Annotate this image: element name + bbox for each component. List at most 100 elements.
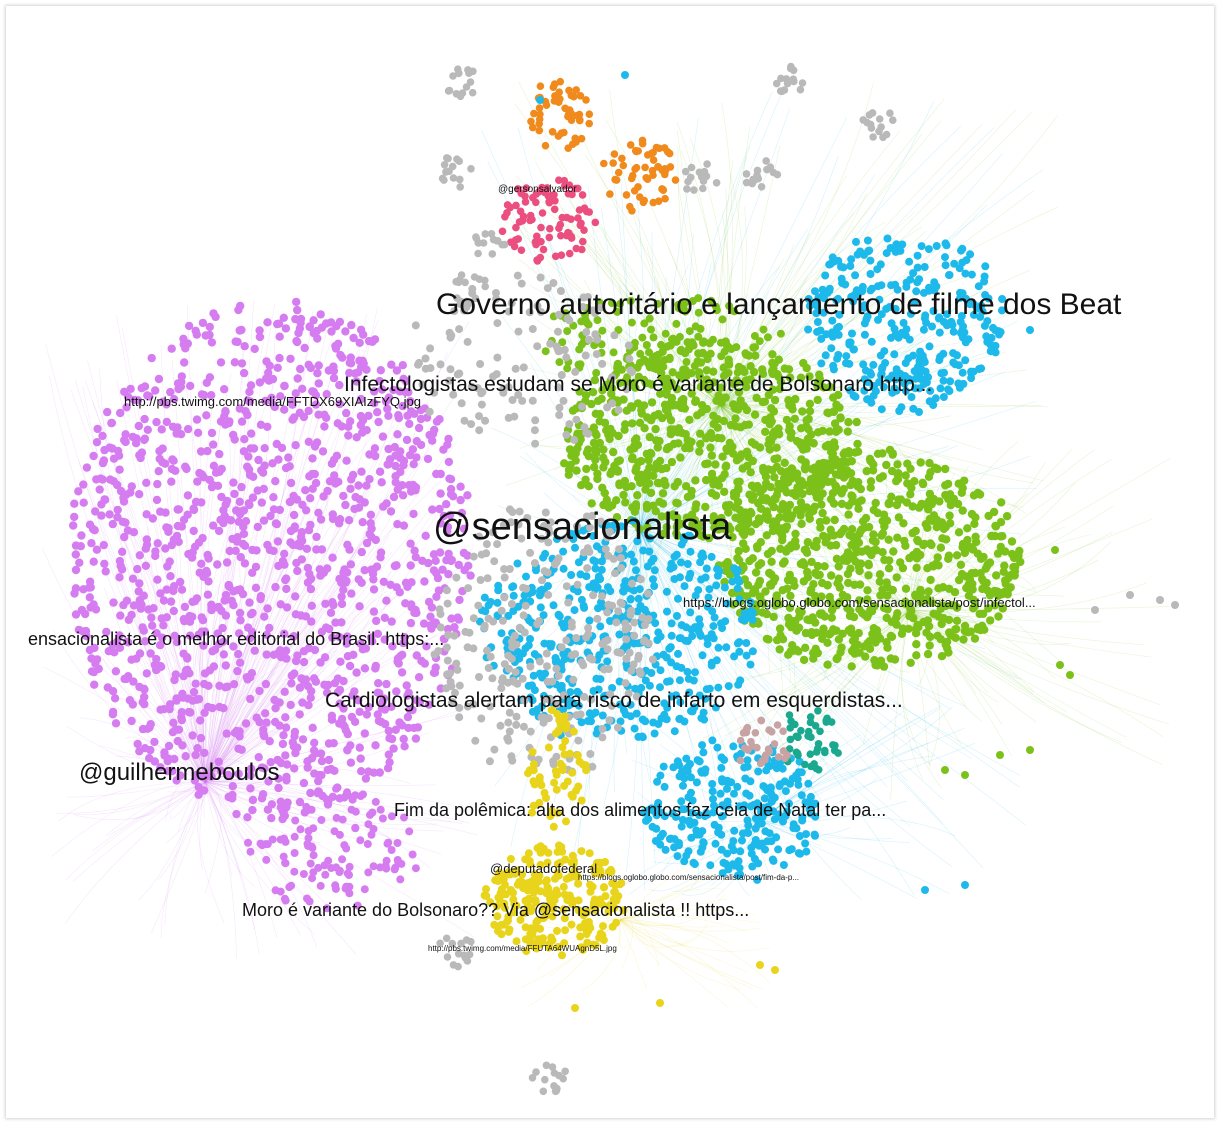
- graph-node: [938, 534, 946, 542]
- graph-node: [274, 537, 282, 545]
- graph-node: [357, 326, 365, 334]
- graph-node: [240, 369, 248, 377]
- graph-node: [784, 478, 792, 486]
- graph-node: [358, 548, 366, 556]
- graph-node: [168, 465, 176, 473]
- graph-node: [93, 438, 101, 446]
- graph-node: [371, 741, 379, 749]
- graph-node: [957, 247, 965, 255]
- graph-node: [349, 796, 357, 804]
- graph-node: [667, 416, 675, 424]
- graph-node: [311, 470, 319, 478]
- graph-node: [209, 440, 217, 448]
- graph-node: [951, 360, 959, 368]
- graph-node: [530, 672, 538, 680]
- graph-node: [248, 569, 256, 577]
- graph-node: [684, 560, 692, 568]
- graph-node: [240, 435, 248, 443]
- graph-node: [619, 491, 627, 499]
- graph-node: [240, 447, 248, 455]
- graph-node: [103, 408, 111, 416]
- graph-node: [317, 310, 325, 318]
- graph-node: [919, 479, 927, 487]
- graph-node: [572, 634, 580, 642]
- graph-node: [424, 455, 432, 463]
- graph-node: [682, 482, 690, 490]
- graph-node: [971, 533, 979, 541]
- graph-node: [320, 422, 328, 430]
- graph-node: [477, 715, 485, 723]
- graph-node: [391, 864, 399, 872]
- graph-node: [751, 343, 759, 351]
- graph-node: [844, 418, 852, 426]
- graph-node: [407, 487, 415, 495]
- graph-node: [238, 417, 246, 425]
- graph-node: [507, 752, 515, 760]
- graph-node: [946, 271, 954, 279]
- graph-node: [262, 856, 270, 864]
- graph-node: [994, 549, 1002, 557]
- graph-node: [430, 566, 438, 574]
- graph-node: [255, 687, 263, 695]
- graph-node: [286, 538, 294, 546]
- graph-node: [240, 506, 248, 514]
- graph-node: [877, 260, 885, 268]
- graph-node: [542, 347, 550, 355]
- graph-node: [447, 490, 455, 498]
- graph-node: [853, 440, 861, 448]
- graph-node: [516, 624, 524, 632]
- graph-node: [777, 330, 785, 338]
- graph-node: [703, 565, 711, 573]
- graph-node: [704, 432, 712, 440]
- graph-node: [279, 731, 287, 739]
- graph-node: [339, 721, 347, 729]
- graph-node: [279, 740, 287, 748]
- graph-node: [90, 558, 98, 566]
- graph-node: [788, 402, 796, 410]
- graph-node: [357, 754, 365, 762]
- graph-node: [959, 334, 967, 342]
- graph-node: [635, 595, 643, 603]
- graph-node: [936, 329, 944, 337]
- graph-node: [242, 517, 250, 525]
- graph-node: [72, 550, 80, 558]
- graph-node: [903, 479, 911, 487]
- graph-node: [109, 708, 117, 716]
- graph-node: [344, 869, 352, 877]
- graph-node: [663, 588, 671, 596]
- graph-node: [627, 551, 635, 559]
- graph-node: [328, 712, 336, 720]
- graph-node: [132, 439, 140, 447]
- graph-node: [384, 839, 392, 847]
- graph-node: [347, 353, 355, 361]
- graph-node: [259, 469, 267, 477]
- graph-node: [136, 551, 144, 559]
- graph-node: [796, 832, 804, 840]
- graph-node: [110, 455, 118, 463]
- graph-node: [582, 465, 590, 473]
- graph-node: [282, 574, 290, 582]
- graph-node: [463, 491, 471, 499]
- graph-node: [236, 609, 244, 617]
- graph-node: [411, 606, 419, 614]
- graph-node: [605, 665, 613, 673]
- graph-node: [275, 320, 283, 328]
- graph-node: [651, 730, 659, 738]
- graph-node: [897, 403, 905, 411]
- graph-node: [832, 482, 840, 490]
- graph-node: [230, 680, 238, 688]
- graph-node: [260, 485, 268, 493]
- graph-node: [382, 597, 390, 605]
- graph-node: [866, 257, 874, 265]
- graph-node: [234, 650, 242, 658]
- graph-node: [334, 674, 342, 682]
- graph-node: [582, 572, 590, 580]
- graph-node: [1003, 512, 1011, 520]
- graph-node: [614, 648, 622, 656]
- graph-node: [326, 765, 334, 773]
- graph-node: [270, 696, 278, 704]
- graph-node: [863, 586, 871, 594]
- graph-node: [940, 377, 948, 385]
- graph-node: [291, 849, 299, 857]
- graph-node: [864, 237, 872, 245]
